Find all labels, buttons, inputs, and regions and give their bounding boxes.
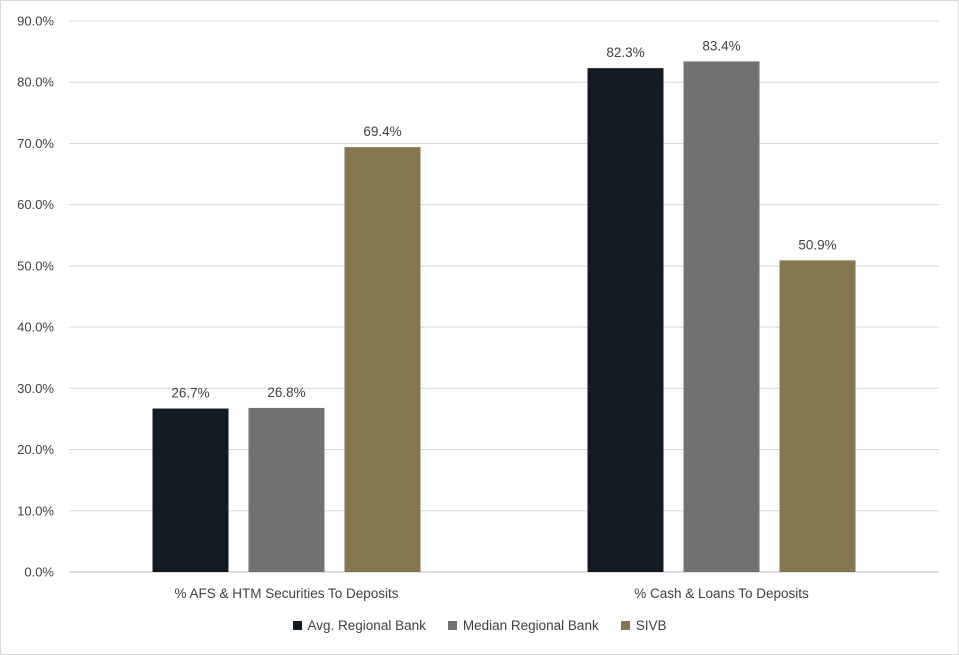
y-tick-label: 30.0% xyxy=(17,381,54,396)
y-tick-label: 60.0% xyxy=(17,197,54,212)
y-tick-label: 50.0% xyxy=(17,258,54,273)
bar-chart: 0.0% 10.0% 20.0% 30.0% 40.0% 50.0% 60.0% 70.0% 8… xyxy=(17,14,939,601)
data-label: 83.4% xyxy=(702,38,740,53)
data-label: 26.8% xyxy=(267,385,305,400)
bar xyxy=(587,68,664,572)
bar xyxy=(683,61,760,572)
y-tick-label: 20.0% xyxy=(17,442,54,457)
y-tick-label: 10.0% xyxy=(17,503,54,518)
y-tick-label: 90.0% xyxy=(17,14,54,29)
legend-item: Median Regional Bank xyxy=(447,618,599,633)
legend-item: SIVB xyxy=(620,618,667,633)
legend-label: Avg. Regional Bank xyxy=(307,618,426,633)
y-tick-label: 80.0% xyxy=(17,75,54,90)
legend-swatch xyxy=(292,621,302,630)
legend-label: Median Regional Bank xyxy=(462,618,599,633)
legend-item: Avg. Regional Bank xyxy=(292,618,426,633)
y-tick-label: 70.0% xyxy=(17,136,54,151)
y-tick-label: 0.0% xyxy=(24,565,54,580)
legend: Avg. Regional Bank Median Regional Bank SI… xyxy=(1,618,958,633)
bar xyxy=(248,407,325,572)
bar xyxy=(152,408,229,572)
legend-swatch xyxy=(620,621,630,630)
data-label: 69.4% xyxy=(363,124,401,139)
bar xyxy=(779,260,856,572)
bar xyxy=(344,147,421,572)
data-label: 26.7% xyxy=(171,386,209,401)
y-tick-label: 40.0% xyxy=(17,320,54,335)
category-label: % Cash & Loans To Deposits xyxy=(634,586,809,601)
data-label: 82.3% xyxy=(606,45,644,60)
legend-swatch xyxy=(447,621,457,630)
category-label: % AFS & HTM Securities To Deposits xyxy=(174,586,398,601)
data-label: 50.9% xyxy=(798,237,836,252)
legend-label: SIVB xyxy=(635,618,667,633)
